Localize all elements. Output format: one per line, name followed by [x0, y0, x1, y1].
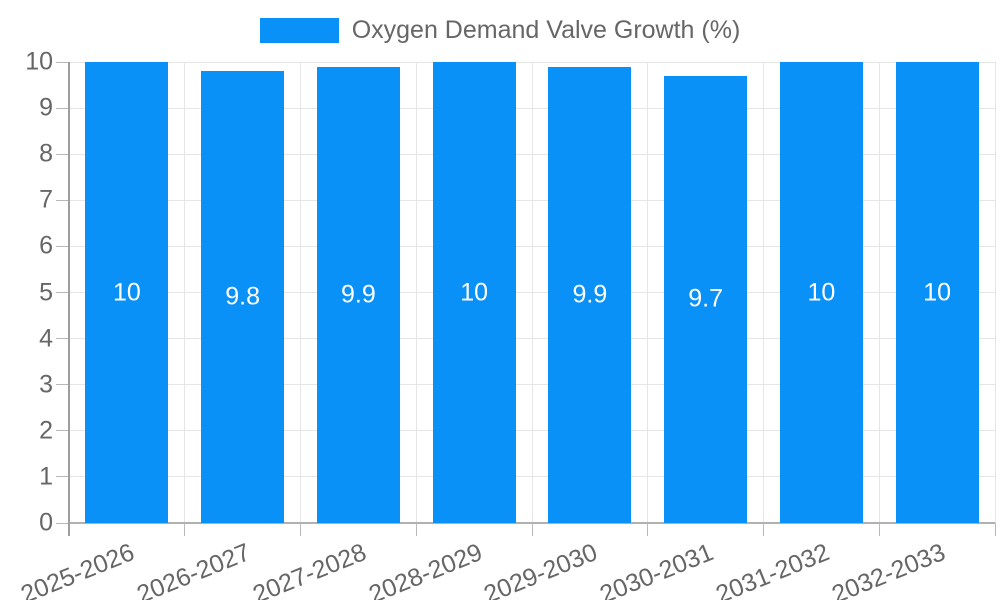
chart-legend[interactable]: Oxygen Demand Valve Growth (%)	[0, 16, 1000, 45]
y-tick-mark	[56, 292, 69, 293]
x-tick-label: 2032-2033	[827, 538, 949, 600]
x-tick-label: 2031-2032	[711, 538, 834, 600]
bar-value-label: 10	[807, 278, 836, 306]
x-tick-mark	[763, 523, 764, 536]
x-gridline	[763, 62, 764, 523]
legend-swatch	[259, 18, 339, 43]
y-tick-mark	[56, 107, 69, 109]
bar[interactable]	[895, 62, 979, 523]
y-tick-label: 8	[39, 139, 53, 168]
x-tick-mark	[300, 523, 301, 536]
bar[interactable]	[201, 71, 285, 523]
x-tick-mark	[531, 523, 533, 536]
y-tick-label: 5	[39, 278, 53, 306]
y-tick-mark	[56, 338, 69, 340]
legend-label: Oxygen Demand Valve Growth (%)	[351, 16, 741, 44]
bar[interactable]	[548, 66, 632, 523]
x-gridline	[647, 62, 649, 523]
x-gridline	[184, 62, 186, 523]
y-tick-label: 6	[39, 231, 53, 260]
x-tick-mark	[415, 523, 417, 536]
bar[interactable]	[85, 62, 169, 523]
x-gridline	[300, 62, 301, 523]
y-tick-label: 3	[39, 370, 53, 399]
y-tick-label: 4	[39, 324, 53, 353]
bar[interactable]	[664, 75, 748, 523]
y-tick-label: 1	[39, 462, 53, 491]
y-tick-mark	[56, 61, 69, 63]
y-tick-mark	[56, 430, 69, 432]
y-tick-label: 10	[25, 47, 53, 76]
bar[interactable]	[432, 62, 516, 523]
x-tick-mark	[878, 523, 880, 536]
y-tick-label: 9	[39, 93, 53, 122]
x-gridline	[994, 62, 996, 523]
x-tick-label: 2026-2027	[133, 538, 255, 600]
y-axis-line	[68, 62, 70, 536]
x-tick-label: 2025-2026	[17, 538, 139, 600]
y-tick-label: 7	[39, 185, 53, 214]
y-tick-label: 2	[39, 416, 53, 445]
x-tick-mark	[647, 523, 649, 536]
x-tick-mark	[184, 523, 186, 536]
bar-value-label: 10	[460, 278, 489, 306]
bar-value-label: 9.9	[340, 280, 376, 309]
x-gridline	[415, 62, 417, 523]
bar-value-label: 9.8	[225, 282, 261, 311]
bar[interactable]	[316, 66, 400, 523]
bar-value-label: 9.7	[688, 284, 724, 313]
y-tick-mark	[56, 522, 69, 524]
x-axis-line	[69, 522, 995, 524]
bar-value-label: 9.9	[572, 280, 608, 309]
bar-value-label: 10	[923, 278, 952, 306]
x-tick-mark	[994, 523, 996, 536]
x-gridline	[878, 62, 880, 523]
y-tick-mark	[56, 199, 69, 201]
y-tick-mark	[56, 245, 69, 247]
x-tick-label: 2030-2031	[596, 538, 718, 600]
y-tick-mark	[56, 153, 69, 155]
y-tick-label: 0	[39, 508, 53, 537]
x-tick-label: 2027-2028	[248, 538, 371, 600]
x-gridline	[531, 62, 533, 523]
bar-value-label: 10	[112, 278, 141, 306]
y-tick-mark	[56, 384, 69, 386]
x-tick-label: 2029-2030	[480, 538, 602, 600]
bar[interactable]	[779, 62, 863, 523]
y-tick-mark	[56, 476, 69, 478]
x-tick-label: 2028-2029	[364, 538, 486, 600]
